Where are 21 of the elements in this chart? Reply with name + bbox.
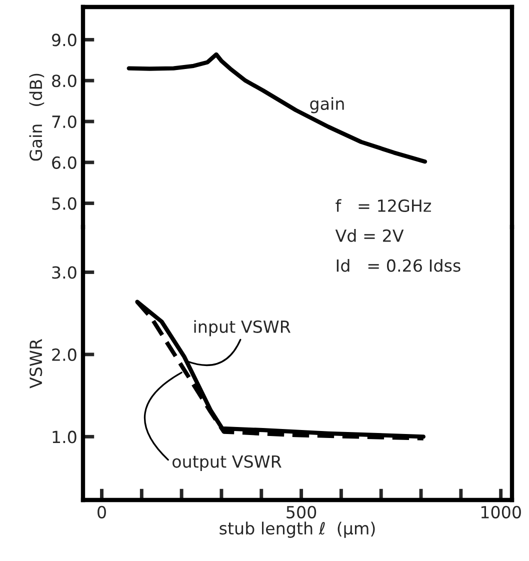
annotation: Vd = 2V (335, 229, 404, 242)
series-label: gain (310, 97, 344, 114)
y-tick-label: 8.0 (52, 74, 76, 88)
line-series (126, 52, 428, 164)
y-tick-label: 2.0 (52, 348, 76, 362)
y-tick-label: 1.0 (52, 430, 76, 444)
y-tick-label: 3.0 (52, 266, 76, 279)
x-tick-label: 500 (286, 506, 316, 518)
y-tick-label: 7.0 (52, 115, 76, 128)
x-axis-title: stub length ℓ (μm) (220, 522, 375, 538)
y-axis-title: Gain (dB) (29, 74, 44, 161)
series-label: input VSWR (194, 320, 290, 336)
series-label: output VSWR (172, 455, 282, 472)
y-tick-label: 6.0 (52, 156, 76, 169)
y-tick-label: 9.0 (52, 34, 76, 46)
y-axis-title: VSWR (30, 338, 42, 388)
annotation: f = 12GHz (336, 199, 431, 212)
annotation: Id = 0.26 Idss (336, 258, 460, 272)
y-tick-label: 5.0 (52, 197, 76, 210)
x-tick-label: 0 (98, 506, 106, 518)
x-tick-label: 1000 (481, 506, 521, 518)
